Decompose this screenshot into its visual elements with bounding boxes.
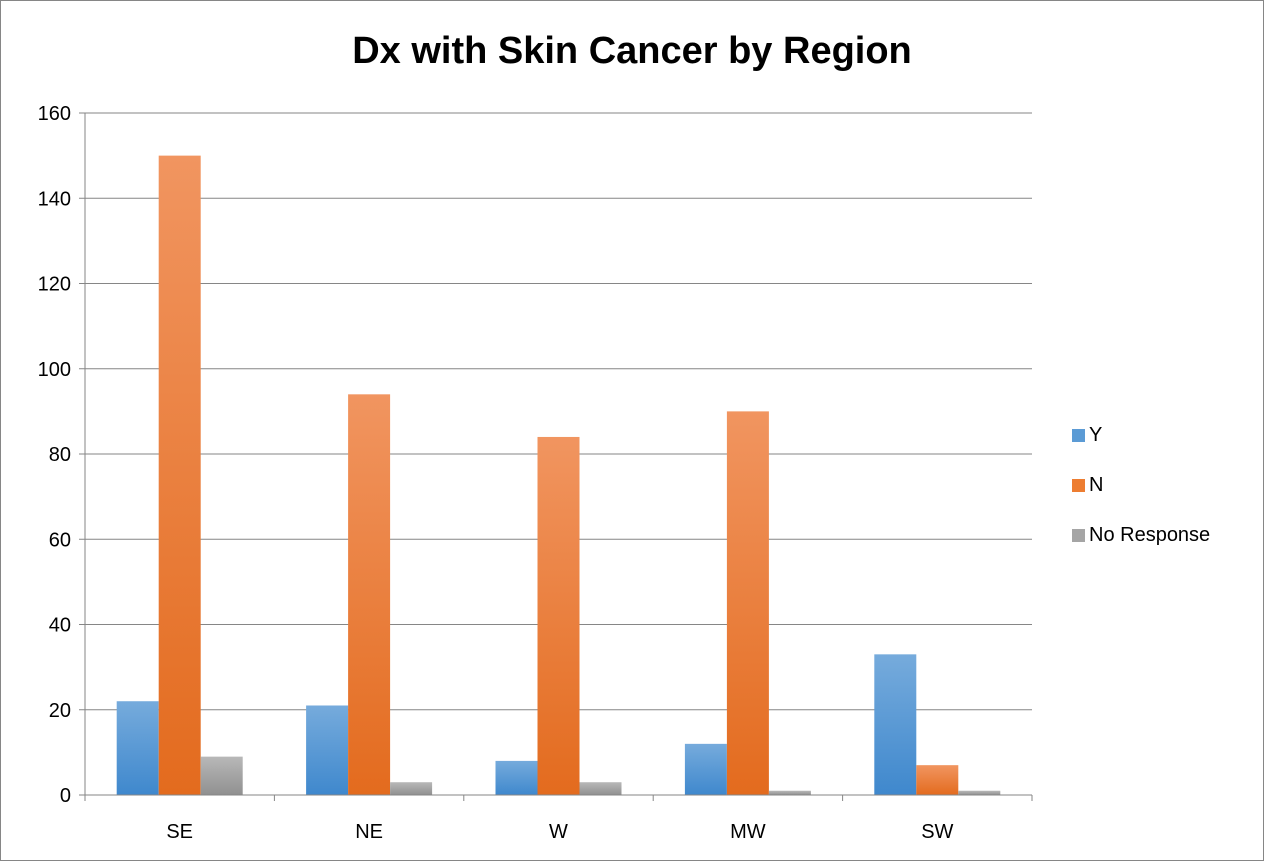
legend-item-no-response: No Response [1072,510,1210,560]
legend-swatch [1072,428,1085,442]
bar-y-mw [684,743,727,795]
bar-no-response-sw [958,790,1001,795]
bar-no-response-mw [768,790,811,795]
legend: Y N No Response [1072,410,1210,560]
bar-n-sw [916,765,959,795]
x-tick-label: SW [921,821,953,843]
bar-n-se [158,155,201,795]
y-tick-label: 20 [49,700,71,722]
bar-n-mw [726,411,769,795]
bar-y-w [495,760,538,795]
legend-label: Y [1089,423,1103,446]
bar-y-sw [874,654,917,795]
y-tick-label: 160 [38,103,71,125]
bar-no-response-se [200,756,243,795]
bar-n-ne [348,394,391,795]
bar-no-response-ne [390,782,433,795]
y-tick-label: 100 [38,359,71,381]
bar-n-w [537,436,580,795]
y-tick-label: 120 [38,274,71,296]
y-tick-label: 0 [60,785,71,807]
y-tick-label: 140 [38,188,71,210]
x-tick-label: W [549,821,568,843]
legend-item-n: N [1072,460,1210,510]
legend-label: N [1089,473,1104,496]
bar-y-ne [306,705,349,795]
x-tick-label: SE [166,821,193,843]
y-tick-label: 40 [49,615,71,637]
x-tick-label: MW [730,821,766,843]
legend-swatch [1072,478,1085,492]
x-tick-label: NE [355,821,383,843]
chart-title: Dx with Skin Cancer by Region [352,30,912,72]
legend-swatch [1072,528,1085,542]
y-tick-label: 60 [49,529,71,551]
bar-y-se [116,701,159,795]
y-tick-label: 80 [49,444,71,466]
bar-no-response-w [579,782,622,795]
legend-label: No Response [1089,523,1211,546]
legend-item-y: Y [1072,410,1210,460]
